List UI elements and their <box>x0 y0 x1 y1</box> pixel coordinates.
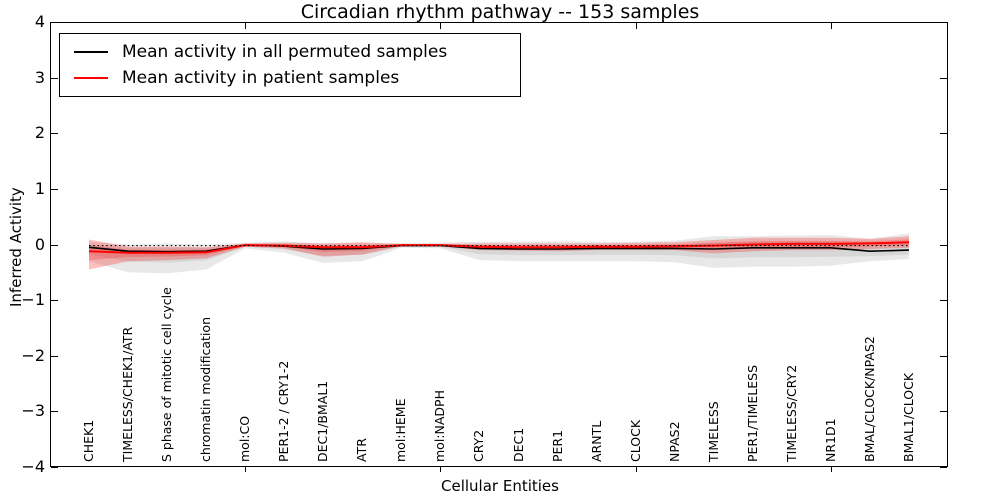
y-tick-mark-right <box>940 77 947 79</box>
x-category-label: PER1/TIMELESS <box>744 364 760 462</box>
y-tick-mark-right <box>940 133 947 135</box>
x-axis-label: Cellular Entities <box>441 477 559 495</box>
y-tick-mark-right <box>940 22 947 23</box>
x-category-label: TIMELESS/CRY2 <box>783 364 799 462</box>
x-category-label: mol:CO <box>237 415 253 462</box>
x-tick-mark-bottom <box>635 467 637 472</box>
legend-item-permuted: Mean activity in all permuted samples <box>68 42 512 62</box>
x-tick-mark-bottom <box>440 467 442 472</box>
x-category-label: DEC1 <box>510 427 526 462</box>
y-tick-mark-left <box>51 411 58 413</box>
y-tick-mark-right <box>940 244 947 246</box>
chart-canvas <box>88 233 910 274</box>
y-tick-mark-left <box>51 300 58 302</box>
x-category-label: NPAS2 <box>666 421 682 462</box>
permuted-line-swatch <box>74 51 108 53</box>
x-tick-mark-top <box>635 23 637 29</box>
chart-title: Circadian rhythm pathway -- 153 samples <box>300 1 700 23</box>
y-tick-label: 1 <box>34 178 45 198</box>
legend-label: Mean activity in all permuted samples <box>122 42 448 62</box>
y-tick-mark-left <box>51 355 58 357</box>
x-category-label: NR1D1 <box>822 418 838 462</box>
legend-item-patient: Mean activity in patient samples <box>68 68 512 88</box>
x-category-label: PER1 <box>549 429 565 462</box>
x-category-label: CLOCK <box>627 419 643 462</box>
y-tick-mark-right <box>940 188 947 190</box>
y-tick-label: −2 <box>21 345 45 365</box>
x-category-label: CRY2 <box>471 429 487 462</box>
y-tick-mark-right <box>940 467 947 468</box>
y-tick-mark-left <box>51 188 58 190</box>
y-tick-label: 4 <box>34 12 45 31</box>
x-category-label: ARNTL <box>588 420 604 462</box>
x-category-label: chromatin modification <box>198 317 214 462</box>
x-category-label: S phase of mitotic cell cycle <box>159 287 175 462</box>
patient-band-outer <box>89 236 909 270</box>
y-tick-mark-left <box>51 244 58 246</box>
y-tick-label: −3 <box>21 401 45 421</box>
patient-band-inner <box>89 239 909 261</box>
x-tick-mark-bottom <box>830 467 832 472</box>
x-category-label: DEC1/BMAL1 <box>315 380 331 462</box>
y-tick-mark-left <box>51 77 58 79</box>
permuted-band-outer <box>89 233 909 274</box>
y-tick-label: 3 <box>34 67 45 87</box>
x-category-label: BMAL1/CLOCK <box>900 372 916 462</box>
x-category-label: TIMELESS <box>705 401 721 462</box>
x-category-label: BMAL/CLOCK/NPAS2 <box>861 336 877 462</box>
y-tick-mark-left <box>51 22 58 23</box>
y-tick-label: 0 <box>34 234 45 254</box>
x-category-label: mol:HEME <box>393 398 409 463</box>
x-category-label: PER1-2 / CRY1-2 <box>276 360 292 462</box>
y-tick-label: 2 <box>34 123 45 143</box>
y-tick-mark-left <box>51 133 58 135</box>
x-tick-mark-top <box>245 23 247 29</box>
x-tick-mark-top <box>830 23 832 29</box>
x-category-label: TIMELESS/CHEK1/ATR <box>120 326 136 462</box>
x-tick-mark-top <box>440 23 442 29</box>
y-tick-mark-left <box>51 467 58 468</box>
patient-mean-line <box>88 241 910 254</box>
y-tick-label: −4 <box>21 457 45 476</box>
legend-label: Mean activity in patient samples <box>122 68 400 88</box>
legend: Mean activity in all permuted samples Me… <box>59 33 521 97</box>
patient-line-swatch <box>74 77 108 79</box>
y-tick-mark-right <box>940 355 947 357</box>
y-tick-mark-right <box>940 300 947 302</box>
x-category-label: mol:NADPH <box>432 390 448 462</box>
y-tick-mark-right <box>940 411 947 413</box>
x-category-label: ATR <box>354 438 370 462</box>
y-tick-label: −1 <box>21 290 45 310</box>
x-tick-mark-bottom <box>245 467 247 472</box>
x-category-label: CHEK1 <box>81 419 97 462</box>
